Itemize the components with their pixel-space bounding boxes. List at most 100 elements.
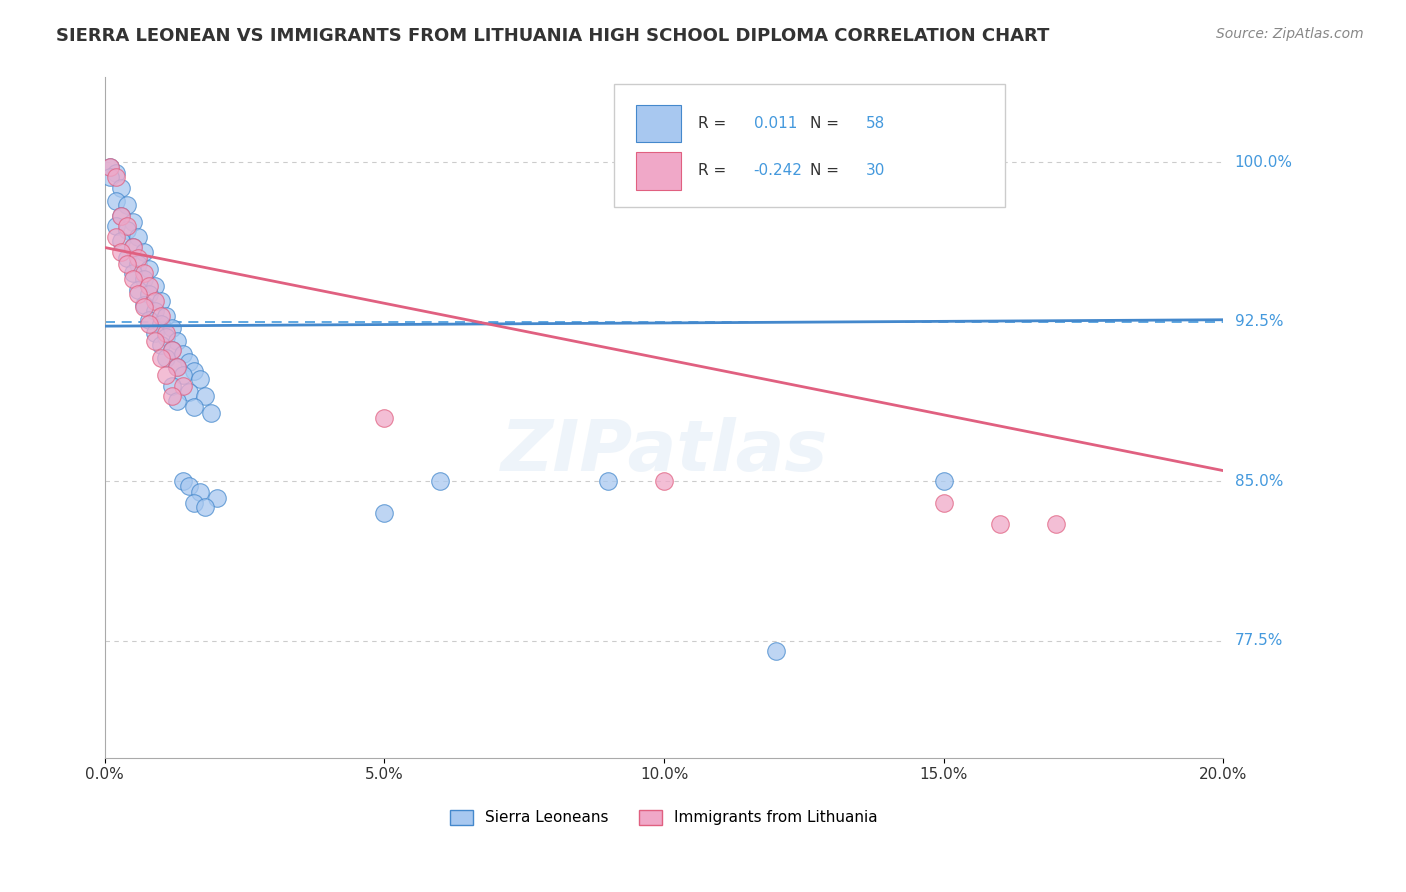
Point (121, 240, 143, 254)
Point (143, 334, 166, 348)
Point (132, 266, 155, 280)
Point (121, 240, 143, 254)
Point (598, 475, 620, 489)
Point (143, 304, 166, 318)
Point (104, 194, 127, 208)
Point (429, 475, 451, 489)
Point (652, 475, 675, 489)
Point (127, 230, 149, 244)
Point (143, 326, 166, 340)
Point (765, 644, 787, 658)
Point (166, 359, 188, 374)
Point (194, 389, 217, 403)
Bar (636, 104, 681, 142)
Text: N =: N = (810, 115, 844, 130)
Point (172, 368, 194, 382)
Point (115, 258, 138, 272)
Point (115, 223, 138, 237)
Point (194, 500, 217, 514)
Point (183, 364, 205, 378)
Point (200, 406, 222, 420)
Point (183, 400, 205, 414)
Point (166, 334, 188, 348)
Point (155, 330, 177, 344)
Point (149, 293, 172, 308)
FancyBboxPatch shape (614, 84, 1005, 207)
Point (160, 321, 183, 335)
Text: N =: N = (810, 163, 844, 178)
Point (98, 170, 121, 185)
Text: 100.0%: 100.0% (1234, 155, 1292, 170)
Point (172, 475, 194, 489)
Text: ZIPatlas: ZIPatlas (501, 417, 828, 486)
Point (110, 209, 132, 223)
Point (104, 230, 127, 244)
Point (138, 278, 160, 293)
Point (143, 293, 166, 308)
Point (115, 198, 138, 212)
Point (121, 266, 143, 280)
Point (988, 516, 1011, 531)
Point (121, 272, 143, 286)
Point (166, 359, 188, 374)
Point (132, 272, 155, 286)
Point (155, 368, 177, 382)
Text: R =: R = (697, 163, 731, 178)
Point (138, 312, 160, 326)
Point (155, 309, 177, 323)
Point (172, 378, 194, 392)
Point (110, 244, 132, 259)
Point (160, 343, 183, 357)
Point (115, 251, 138, 265)
Point (373, 506, 395, 520)
Point (127, 258, 149, 272)
Point (155, 351, 177, 365)
Point (132, 244, 155, 259)
Point (143, 278, 166, 293)
Point (177, 355, 200, 369)
Point (155, 326, 177, 340)
Point (160, 378, 183, 392)
Point (149, 309, 172, 323)
Point (177, 478, 200, 492)
Point (121, 215, 143, 229)
Point (172, 347, 194, 361)
Point (138, 317, 160, 331)
Point (160, 343, 183, 357)
Point (932, 495, 955, 509)
Text: -0.242: -0.242 (754, 163, 803, 178)
Point (160, 389, 183, 403)
Bar (636, 153, 681, 190)
Point (166, 393, 188, 408)
Text: 30: 30 (866, 163, 884, 178)
Text: Source: ZipAtlas.com: Source: ZipAtlas.com (1216, 27, 1364, 41)
Point (1045, 516, 1067, 531)
Point (104, 166, 127, 180)
Point (932, 475, 955, 489)
Point (205, 491, 228, 506)
Text: SIERRA LEONEAN VS IMMIGRANTS FROM LITHUANIA HIGH SCHOOL DIPLOMA CORRELATION CHAR: SIERRA LEONEAN VS IMMIGRANTS FROM LITHUA… (56, 27, 1050, 45)
Point (188, 372, 211, 386)
Point (188, 484, 211, 499)
Point (127, 287, 149, 301)
Point (104, 219, 127, 234)
Point (138, 287, 160, 301)
Legend: Sierra Leoneans, Immigrants from Lithuania: Sierra Leoneans, Immigrants from Lithuan… (444, 804, 884, 831)
Text: 77.5%: 77.5% (1234, 633, 1282, 648)
Point (183, 495, 205, 509)
Point (110, 209, 132, 223)
Point (110, 181, 132, 195)
Point (132, 298, 155, 312)
Text: R =: R = (697, 115, 731, 130)
Point (373, 410, 395, 425)
Point (177, 384, 200, 399)
Point (138, 261, 160, 276)
Text: 85.0%: 85.0% (1234, 474, 1282, 489)
Point (127, 283, 149, 297)
Text: 58: 58 (866, 115, 884, 130)
Point (127, 251, 149, 265)
Point (98, 160, 121, 174)
Point (110, 234, 132, 248)
Point (149, 338, 172, 352)
Point (132, 300, 155, 314)
